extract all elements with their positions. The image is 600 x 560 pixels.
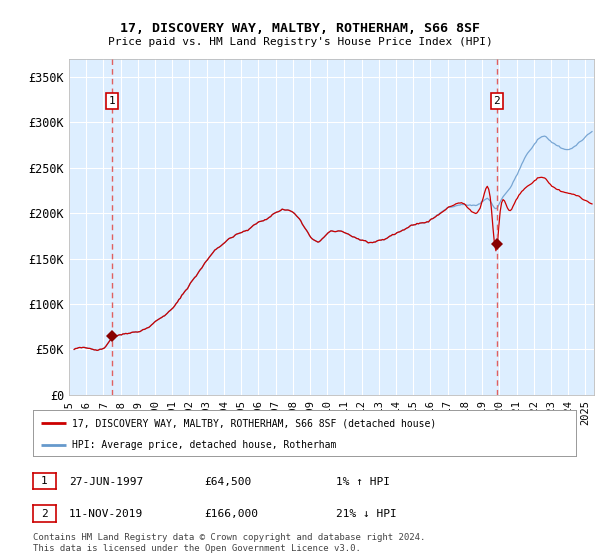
- Text: £166,000: £166,000: [204, 509, 258, 519]
- Text: £64,500: £64,500: [204, 477, 251, 487]
- Text: HPI: Average price, detached house, Rotherham: HPI: Average price, detached house, Roth…: [72, 440, 337, 450]
- Text: 1: 1: [41, 476, 48, 486]
- Text: 17, DISCOVERY WAY, MALTBY, ROTHERHAM, S66 8SF: 17, DISCOVERY WAY, MALTBY, ROTHERHAM, S6…: [120, 22, 480, 35]
- Text: 1: 1: [109, 96, 115, 106]
- Text: 1% ↑ HPI: 1% ↑ HPI: [336, 477, 390, 487]
- Text: 11-NOV-2019: 11-NOV-2019: [69, 509, 143, 519]
- Text: 21% ↓ HPI: 21% ↓ HPI: [336, 509, 397, 519]
- Text: Price paid vs. HM Land Registry's House Price Index (HPI): Price paid vs. HM Land Registry's House …: [107, 37, 493, 47]
- Text: Contains HM Land Registry data © Crown copyright and database right 2024.
This d: Contains HM Land Registry data © Crown c…: [33, 533, 425, 553]
- Text: 2: 2: [41, 508, 48, 519]
- Text: 2: 2: [494, 96, 500, 106]
- Text: 17, DISCOVERY WAY, MALTBY, ROTHERHAM, S66 8SF (detached house): 17, DISCOVERY WAY, MALTBY, ROTHERHAM, S6…: [72, 418, 436, 428]
- Text: 27-JUN-1997: 27-JUN-1997: [69, 477, 143, 487]
